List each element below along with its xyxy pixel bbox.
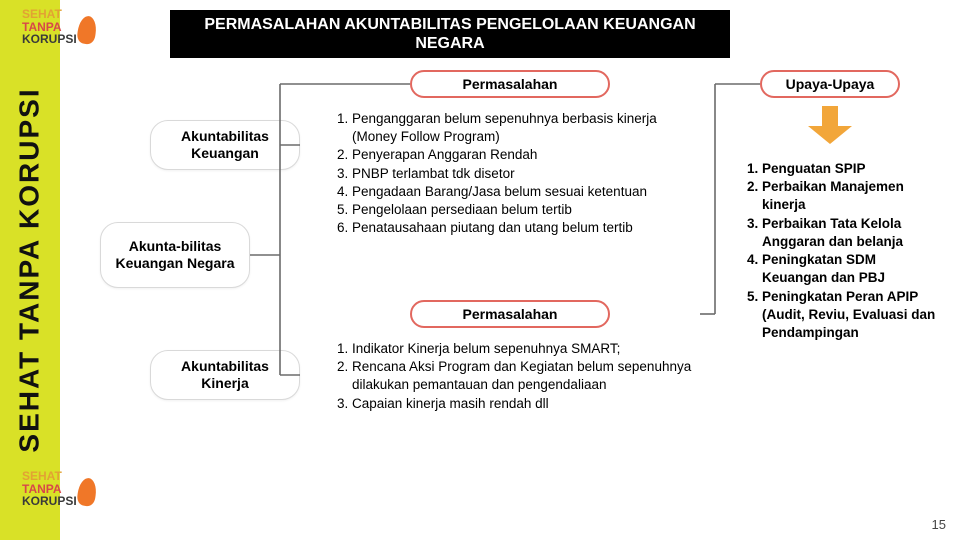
node-akuntabilitas-keuangan-negara: Akunta-bilitas Keuangan Negara <box>100 222 250 288</box>
list-item: Penguatan SPIP <box>762 160 940 178</box>
list-item: Indikator Kinerja belum sepenuhnya SMART… <box>352 340 700 358</box>
logo-line3: KORUPSI <box>22 494 77 508</box>
flame-icon <box>76 477 98 507</box>
left-banner: SEHAT TANPA KORUPSI <box>0 0 60 540</box>
list-item: Capaian kinerja masih rendah dll <box>352 395 700 413</box>
list-item: Perbaikan Manajemen kinerja <box>762 178 940 214</box>
list-permasalahan-kinerja: Indikator Kinerja belum sepenuhnya SMART… <box>330 340 700 413</box>
list-item: Penganggaran belum sepenuhnya berbasis k… <box>352 110 700 146</box>
list-item: PNBP terlambat tdk disetor <box>352 165 700 183</box>
list-upaya: Penguatan SPIP Perbaikan Manajemen kiner… <box>740 160 940 342</box>
flame-icon <box>76 15 98 45</box>
logo-top: SEHAT TANPA KORUPSI <box>22 8 92 46</box>
node-akuntabilitas-kinerja: Akuntabilitas Kinerja <box>150 350 300 400</box>
list-item: Peningkatan Peran APIP (Audit, Reviu, Ev… <box>762 288 940 343</box>
list-item: Perbaikan Tata Kelola Anggaran dan belan… <box>762 215 940 251</box>
list-item: Pengadaan Barang/Jasa belum sesuai keten… <box>352 183 700 201</box>
list-item: Rencana Aksi Program dan Kegiatan belum … <box>352 358 700 394</box>
header-permasalahan-1: Permasalahan <box>410 70 610 98</box>
header-upaya: Upaya-Upaya <box>760 70 900 98</box>
slide-root: SEHAT TANPA KORUPSI SEHAT TANPA KORUPSI … <box>0 0 960 540</box>
logo-line3: KORUPSI <box>22 32 77 46</box>
list-item: Penyerapan Anggaran Rendah <box>352 146 700 164</box>
logo-bottom: SEHAT TANPA KORUPSI <box>22 470 92 508</box>
banner-vertical-text: SEHAT TANPA KORUPSI <box>14 87 46 452</box>
arrow-down-icon <box>808 106 852 146</box>
list-permasalahan-keuangan: Penganggaran belum sepenuhnya berbasis k… <box>330 110 700 238</box>
list-item: Pengelolaan persediaan belum tertib <box>352 201 700 219</box>
page-number: 15 <box>932 517 946 532</box>
header-permasalahan-2: Permasalahan <box>410 300 610 328</box>
node-akuntabilitas-keuangan: Akuntabilitas Keuangan <box>150 120 300 170</box>
list-item: Penatausahaan piutang dan utang belum te… <box>352 219 700 237</box>
list-item: Peningkatan SDM Keuangan dan PBJ <box>762 251 940 287</box>
slide-title: PERMASALAHAN AKUNTABILITAS PENGELOLAAN K… <box>170 10 730 58</box>
